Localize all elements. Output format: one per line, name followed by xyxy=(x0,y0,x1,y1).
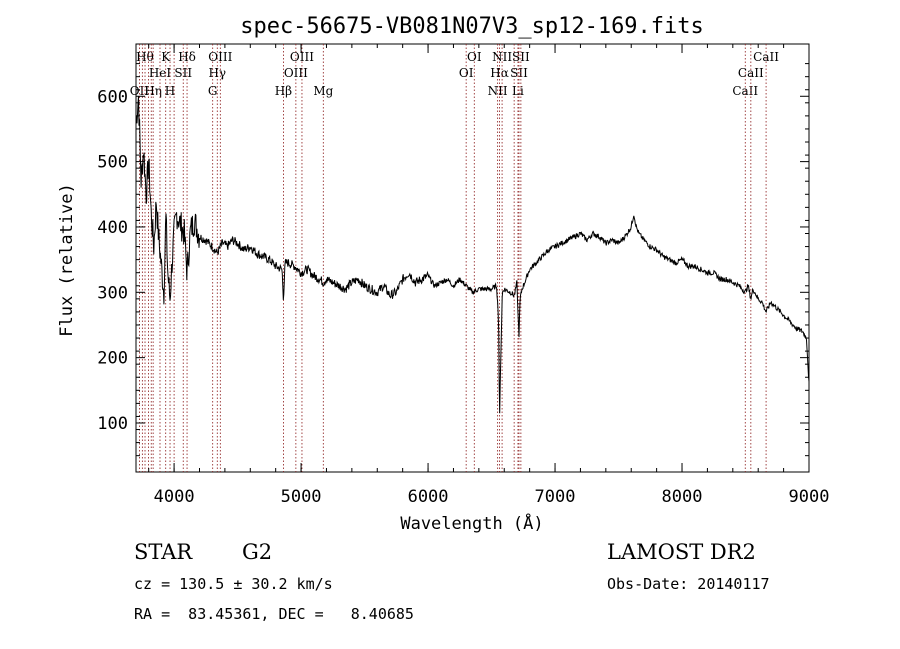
x-tick-label: 7000 xyxy=(535,487,576,507)
line-label: Hα xyxy=(490,66,509,80)
plot-frame xyxy=(135,43,810,473)
line-label: OII xyxy=(130,84,150,98)
line-label: Hγ xyxy=(208,66,226,80)
y-tick-label: 500 xyxy=(97,153,128,173)
redshift-readout: cz = 130.5 ± 30.2 km/s xyxy=(134,575,333,593)
line-label: CaII xyxy=(732,84,758,98)
line-label: SII xyxy=(512,50,530,64)
y-tick-label: 200 xyxy=(97,349,128,369)
x-tick-label: 9000 xyxy=(789,487,830,507)
line-label: HeI xyxy=(149,66,172,80)
line-label: OI xyxy=(459,66,474,80)
line-label: Hθ xyxy=(136,50,154,64)
x-tick-label: 8000 xyxy=(662,487,703,507)
line-label: OI xyxy=(467,50,482,64)
y-axis-label: Flux (relative) xyxy=(57,183,77,337)
line-label: Li xyxy=(512,84,524,98)
x-tick-label: 6000 xyxy=(408,487,449,507)
line-label: OIII xyxy=(208,50,232,64)
line-label: SII xyxy=(174,66,192,80)
x-axis-label: Wavelength (Å) xyxy=(400,512,543,534)
line-label: CaII xyxy=(738,66,764,80)
coordinates-readout: RA = 83.45361, DEC = 8.40685 xyxy=(134,605,414,623)
line-label: SII xyxy=(510,66,528,80)
y-tick-label: 300 xyxy=(97,283,128,303)
line-label: OIII xyxy=(284,66,308,80)
line-label: Mg xyxy=(313,84,333,98)
object-class: STAR xyxy=(134,540,193,564)
survey-label: LAMOST DR2 xyxy=(607,540,756,564)
obs-date: Obs-Date: 20140117 xyxy=(607,575,770,593)
line-label: Hδ xyxy=(178,50,196,64)
line-label: Hβ xyxy=(275,84,292,98)
x-tick-label: 5000 xyxy=(281,487,322,507)
x-tick-label: 4000 xyxy=(154,487,195,507)
y-tick-label: 600 xyxy=(97,87,128,107)
line-label: G xyxy=(208,84,218,98)
spectrum-line xyxy=(135,96,810,414)
chart-title: spec-56675-VB081N07V3_sp12-169.fits xyxy=(240,14,704,39)
line-label: K xyxy=(161,50,171,64)
line-label: CaII xyxy=(753,50,779,64)
line-label: NII xyxy=(488,84,508,98)
line-label: NII xyxy=(492,50,512,64)
line-label: Hη xyxy=(144,84,162,98)
line-label: H xyxy=(165,84,175,98)
line-label: OIII xyxy=(290,50,314,64)
object-subclass: G2 xyxy=(242,540,273,564)
axis-ticks: 4000 5000 6000 7000 8000 9000 100 200 300 400 500 6… xyxy=(97,44,829,507)
y-tick-label: 100 xyxy=(97,414,128,434)
y-tick-label: 400 xyxy=(97,218,128,238)
